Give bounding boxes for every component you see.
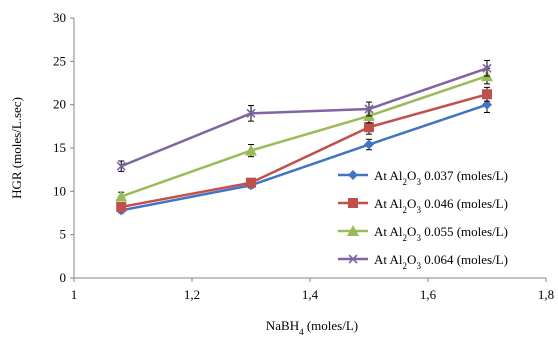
x-axis-title: NaBH4 (moles/L) bbox=[266, 318, 358, 337]
y-axis-title: HGR (moles/L.sec) bbox=[9, 97, 24, 199]
series-3 bbox=[115, 67, 493, 202]
legend-label: At Al2O3 0.055 (moles/L) bbox=[374, 224, 508, 243]
data-point bbox=[347, 225, 359, 236]
legend-item: At Al2O3 0.046 (moles/L) bbox=[338, 196, 508, 215]
data-point bbox=[348, 198, 358, 208]
data-point bbox=[245, 144, 257, 156]
y-tick-label: 30 bbox=[53, 10, 66, 25]
y-tick-label: 15 bbox=[53, 140, 66, 155]
data-point bbox=[116, 201, 127, 212]
data-point bbox=[348, 254, 358, 264]
data-point bbox=[482, 99, 492, 110]
x-tick-label: 1,4 bbox=[302, 287, 319, 302]
data-point bbox=[482, 63, 492, 73]
series-line bbox=[120, 74, 488, 198]
legend-label: At Al2O3 0.037 (moles/L) bbox=[374, 168, 508, 187]
series-line bbox=[120, 103, 488, 212]
legend: At Al2O3 0.037 (moles/L) At Al2O3 0.046 (… bbox=[338, 168, 508, 271]
data-point bbox=[115, 190, 128, 202]
data-point bbox=[246, 177, 256, 188]
y-tick-label: 25 bbox=[53, 53, 66, 68]
legend-label: At Al2O3 0.064 (moles/L) bbox=[374, 252, 508, 271]
data-point bbox=[482, 89, 492, 100]
y-tick-label: 5 bbox=[60, 227, 67, 242]
data-point bbox=[116, 161, 126, 171]
series-4 bbox=[116, 59, 492, 172]
data-point bbox=[364, 104, 374, 114]
series-layer bbox=[115, 59, 493, 216]
y-tick-label: 10 bbox=[53, 183, 66, 198]
axes: 0 5 10 15 20 25 30 1 1,2 1,4 1,6 1,8 bbox=[53, 10, 554, 302]
x-tick-label: 1,2 bbox=[184, 287, 200, 302]
data-point bbox=[246, 108, 256, 118]
data-point bbox=[348, 170, 358, 180]
series-line bbox=[120, 67, 488, 168]
legend-label: At Al2O3 0.046 (moles/L) bbox=[374, 196, 508, 215]
x-tick-label: 1,8 bbox=[538, 287, 554, 302]
series-line bbox=[120, 93, 488, 209]
data-point bbox=[364, 139, 374, 150]
legend-item: At Al2O3 0.064 (moles/L) bbox=[338, 252, 508, 271]
series-2 bbox=[116, 86, 492, 212]
legend-item: At Al2O3 0.055 (moles/L) bbox=[338, 224, 508, 243]
x-tick-label: 1,6 bbox=[420, 287, 437, 302]
x-tick-label: 1 bbox=[71, 287, 78, 302]
legend-item: At Al2O3 0.037 (moles/L) bbox=[338, 168, 508, 187]
y-tick-label: 0 bbox=[60, 270, 67, 285]
y-tick-label: 20 bbox=[53, 97, 66, 112]
data-point bbox=[364, 122, 374, 133]
